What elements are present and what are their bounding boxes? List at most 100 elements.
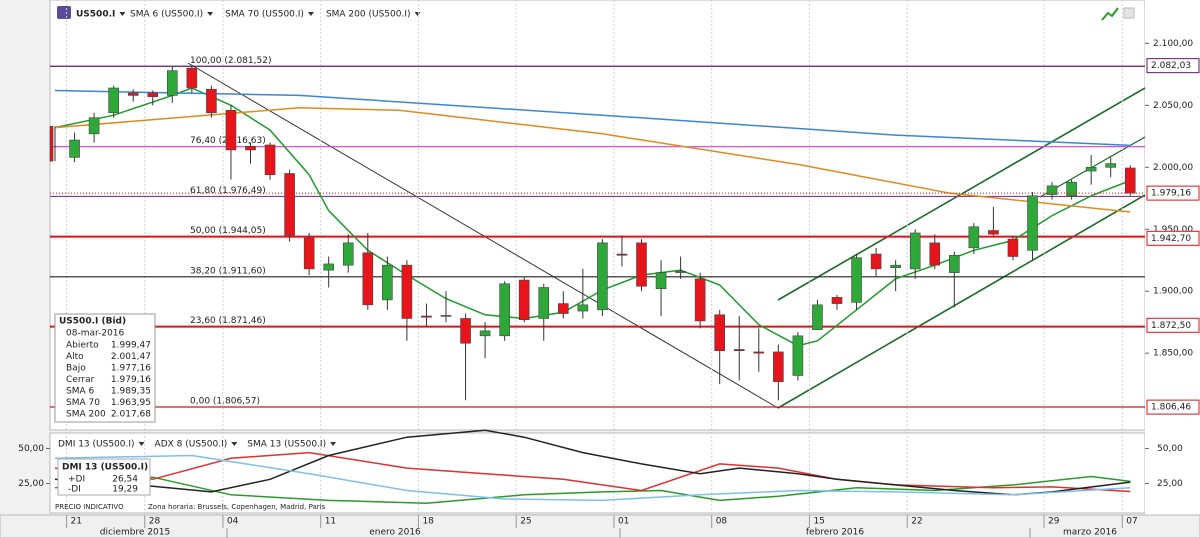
info-date: 08-mar-2016 [66, 329, 125, 339]
window-icon[interactable] [1123, 7, 1135, 19]
channel-lower [777, 194, 1146, 409]
candle-body [773, 351, 784, 382]
indicator-legend[interactable]: DMI 13 (US500.I) [58, 440, 135, 450]
indicator-legend[interactable]: SMA 13 (US500.I) [247, 440, 326, 450]
date-axis [0, 514, 1200, 538]
price-label: 1.942,70 [1151, 234, 1191, 244]
candle-body [1124, 167, 1136, 194]
info-row-value: 1.977,16 [111, 364, 151, 374]
candle-body [577, 304, 589, 312]
candle-body [870, 253, 882, 270]
info-row-value: 2.017,68 [111, 410, 151, 420]
y-tick-label: 1.900,00 [1153, 287, 1193, 297]
candle-body [69, 139, 80, 158]
candle-body [206, 88, 217, 114]
info-row-value: 1.999,47 [111, 341, 151, 351]
x-tick-label: 07 [1126, 517, 1137, 527]
dropdown-arrow [138, 442, 145, 446]
indicator-box [57, 458, 151, 496]
indicator-line [54, 89, 1131, 147]
di-value: 19,29 [112, 485, 138, 495]
info-row-value: 2.001,47 [111, 352, 151, 362]
info-row-value: 1.979,16 [111, 375, 151, 385]
info-row-label: SMA 200 [66, 410, 106, 420]
y-tick-label: 50,00 [18, 444, 44, 454]
symbol-label[interactable]: US500.I [76, 10, 115, 20]
indicator-line [54, 429, 1131, 496]
trend-line [187, 62, 779, 409]
info-row-value: 1.963,95 [111, 398, 151, 408]
x-tick-label: 08 [716, 517, 728, 527]
candle-body [362, 252, 374, 306]
y-tick-label: 2.000,00 [1153, 163, 1193, 173]
dropdown-arrow [119, 12, 126, 16]
fib-label: 0,00 (1.806,57) [190, 396, 260, 406]
candle-body [88, 117, 100, 135]
indicator-legend[interactable]: ADX 8 (US500.I) [155, 440, 228, 450]
legend-entry[interactable]: SMA 70 (US500.I) [225, 10, 304, 20]
candle-body [342, 242, 354, 266]
legend-entry[interactable]: SMA 6 (US500.I) [130, 10, 203, 20]
candle-body [831, 297, 843, 304]
candle-body [421, 315, 432, 318]
candle-body [655, 272, 667, 290]
x-tick-label: 22 [911, 517, 922, 527]
candle-body [675, 271, 686, 273]
month-label: marzo 2016 [1063, 528, 1117, 538]
price-label-box [1146, 58, 1200, 74]
x-tick-label: 21 [71, 517, 82, 527]
y-tick-label: 25,00 [1157, 479, 1183, 489]
info-row-label: Abierto [66, 341, 99, 351]
candle-body [440, 315, 452, 317]
month-label: enero 2016 [369, 528, 421, 538]
timezone-label: Zona horaria: Brussels, Copenhagen, Madr… [148, 503, 326, 511]
x-tick-label: 01 [618, 517, 629, 527]
candle-body [1105, 163, 1116, 168]
candle-body [147, 92, 159, 97]
info-row-label: Bajo [66, 364, 86, 374]
y-tick-label: 1.950,00 [1153, 225, 1193, 235]
candle-body [538, 287, 550, 319]
candle-body [851, 257, 862, 303]
info-box [54, 313, 156, 423]
price-label: 1.872,50 [1151, 321, 1191, 331]
month-label: febrero 2016 [806, 528, 865, 538]
candle-body [479, 330, 491, 337]
symbol-icon[interactable] [57, 6, 71, 19]
candle-body [382, 264, 393, 301]
candle-body [1085, 166, 1097, 172]
candle-body [948, 254, 960, 273]
x-tick-label: 18 [422, 517, 434, 527]
legend-entry[interactable]: SMA 200 (US500.I) [326, 10, 411, 20]
indicator-line [54, 454, 1131, 502]
candle-body [284, 173, 295, 236]
candle-body [518, 279, 530, 321]
candle-body [186, 67, 198, 89]
candle-body [909, 232, 921, 270]
candle-body [245, 145, 256, 151]
y-tick-label: 2.100,00 [1153, 39, 1193, 49]
fib-label: 100,00 (2.081,52) [190, 56, 271, 66]
info-row-label: SMA 6 [66, 387, 94, 397]
dropdown-arrow [414, 12, 421, 16]
dropdown-arrow [307, 12, 314, 16]
candle-body [167, 70, 178, 96]
autoscale-icon[interactable] [1101, 7, 1119, 21]
fib-label: 61,80 (1.976,49) [190, 186, 266, 196]
price-label-box [1146, 399, 1200, 415]
candle-body [557, 303, 569, 314]
x-tick-label: 29 [1048, 517, 1060, 527]
candle-body [714, 314, 726, 351]
candle-body [694, 278, 706, 322]
di-value: 26,54 [112, 475, 138, 485]
di-label: -DI [68, 485, 81, 495]
candle-body [225, 109, 237, 151]
y-tick-label: 1.850,00 [1153, 349, 1193, 359]
price-label: 1.979,16 [1151, 189, 1191, 199]
x-tick-label: 25 [520, 517, 531, 527]
x-tick-label: 28 [149, 517, 161, 527]
candle-body [127, 92, 139, 96]
month-label: diciembre 2015 [100, 528, 170, 538]
di-label: +DI [68, 475, 85, 485]
